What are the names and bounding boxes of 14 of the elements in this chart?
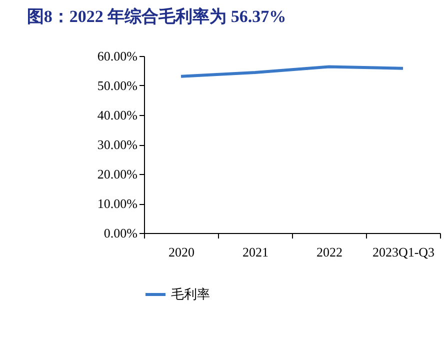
x-tick-label: 2022 — [316, 244, 342, 260]
y-tick-label: 50.00% — [97, 78, 138, 93]
line-series — [180, 65, 404, 78]
x-tick-label: 2021 — [242, 244, 268, 260]
y-tick-label: 10.00% — [97, 196, 138, 211]
x-tick-label: 2023Q1-Q3 — [372, 244, 435, 260]
y-tick-label: 30.00% — [97, 137, 138, 152]
y-tick-label: 0.00% — [104, 226, 138, 240]
y-tick-label: 60.00% — [97, 48, 138, 64]
y-tick-label: 20.00% — [97, 166, 138, 182]
x-tick-label: 2020 — [168, 244, 194, 260]
legend-label: 毛利率 — [171, 286, 210, 302]
chart-title: 图8：2022 年综合毛利率为 56.37% — [26, 7, 286, 26]
y-tick-label: 40.00% — [97, 108, 138, 122]
